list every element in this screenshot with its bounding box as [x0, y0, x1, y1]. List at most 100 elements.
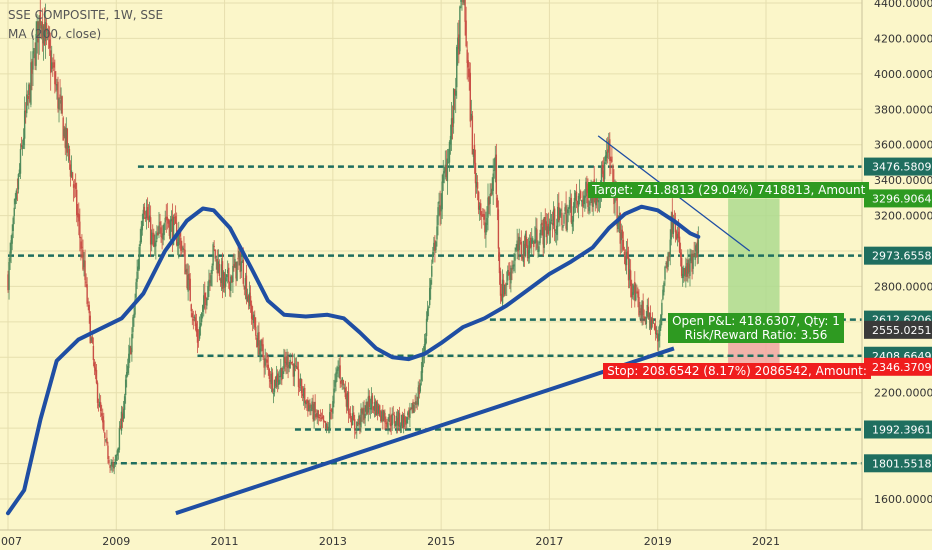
candle-body — [627, 256, 630, 281]
candle-body — [391, 413, 393, 426]
candle-body — [122, 408, 125, 420]
level-price-tag-bg — [864, 420, 932, 439]
candle-body — [347, 391, 350, 414]
candle-body — [215, 255, 217, 258]
candle-body — [442, 173, 444, 183]
candle-body — [443, 171, 445, 174]
candle-body — [341, 377, 343, 382]
candle-body — [63, 129, 65, 137]
candle-body — [686, 263, 688, 277]
candle-body — [523, 243, 526, 257]
candle-body — [419, 383, 422, 392]
support-trendline[interactable] — [175, 346, 675, 516]
candle-body — [134, 299, 136, 315]
time-tick-label: 2017 — [535, 535, 563, 548]
candle-body — [315, 413, 317, 418]
candle-body — [324, 421, 327, 429]
candle-body — [534, 239, 536, 244]
candle-body — [455, 90, 457, 96]
candle-body — [276, 373, 279, 383]
pnl-label: Open P&L: 418.6307, Qty: 1 Risk/Reward R… — [668, 312, 844, 343]
candle-body — [270, 373, 273, 385]
candle-body — [453, 89, 456, 95]
time-tick-label: 2021 — [752, 535, 780, 548]
candle-body — [43, 24, 46, 46]
candle-body — [392, 413, 394, 415]
candle-body — [437, 207, 439, 225]
target-price-tag: 3296.9064 — [872, 192, 932, 205]
candle-body — [350, 417, 353, 426]
candle-body — [42, 26, 45, 44]
candle-body — [351, 413, 354, 426]
candle-body — [300, 379, 303, 394]
candle-body — [26, 94, 28, 114]
candle-body — [621, 229, 624, 239]
candle-body — [358, 415, 360, 425]
candle-body — [695, 245, 697, 252]
candle-body — [376, 403, 379, 415]
candle-body — [415, 401, 417, 405]
candle-body — [425, 318, 428, 337]
candle-body — [444, 164, 447, 172]
candle-body — [316, 413, 318, 417]
candle-body — [552, 209, 555, 226]
candle-body — [447, 162, 450, 164]
candle-body — [103, 420, 105, 432]
candle-body — [388, 414, 390, 422]
candle-body — [664, 266, 666, 280]
candle-body — [237, 257, 239, 260]
candle-body — [329, 412, 331, 430]
candle-body — [8, 262, 10, 290]
candle-body — [107, 445, 109, 459]
candle-body — [672, 220, 675, 235]
time-axis[interactable]: 2007 2009 2011 2013 2015 2017 2019 2021 — [0, 535, 780, 548]
chart-grid — [0, 0, 862, 530]
candle-body — [99, 402, 102, 412]
candle-body — [142, 209, 145, 220]
time-tick-label: 2011 — [211, 535, 239, 548]
candle-body — [433, 242, 435, 251]
candle-body — [168, 220, 171, 236]
candle-body — [96, 382, 99, 403]
candle-body — [367, 396, 369, 413]
candle-body — [297, 369, 300, 388]
candle-body — [411, 403, 413, 410]
candle-body — [583, 195, 585, 204]
candle-body — [638, 296, 640, 316]
candle-body — [320, 417, 323, 419]
candle-body — [538, 246, 540, 252]
candle-body — [498, 252, 501, 274]
candle-body — [420, 371, 423, 381]
target-zone[interactable] — [728, 198, 780, 330]
candle-body — [25, 110, 27, 113]
candle-body — [451, 117, 454, 128]
candle-body — [481, 215, 483, 217]
candle-body — [84, 260, 86, 281]
candle-body — [566, 214, 568, 231]
candle-body — [213, 245, 215, 248]
candle-body — [547, 223, 550, 234]
candle-body — [27, 96, 29, 99]
candle-body — [217, 261, 220, 273]
price-tick-label: 3600.0000 — [874, 139, 932, 152]
candle-body — [361, 408, 363, 414]
candle-body — [130, 347, 132, 355]
candle-body — [477, 191, 480, 210]
candle-body — [39, 10, 41, 26]
candle-body — [652, 322, 655, 324]
candle-body — [322, 415, 325, 422]
candle-body — [85, 281, 87, 283]
candlestick-series — [7, 0, 700, 475]
candle-body — [588, 206, 590, 212]
candle-body — [295, 366, 298, 368]
candle-body — [331, 408, 333, 412]
ma-200-path — [6, 204, 701, 516]
candle-body — [45, 22, 48, 32]
candle-body — [661, 302, 663, 316]
candle-body — [299, 377, 302, 387]
candle-body — [128, 353, 130, 369]
candle-body — [558, 202, 560, 221]
candle-body — [111, 464, 113, 466]
candle-body — [37, 21, 39, 43]
